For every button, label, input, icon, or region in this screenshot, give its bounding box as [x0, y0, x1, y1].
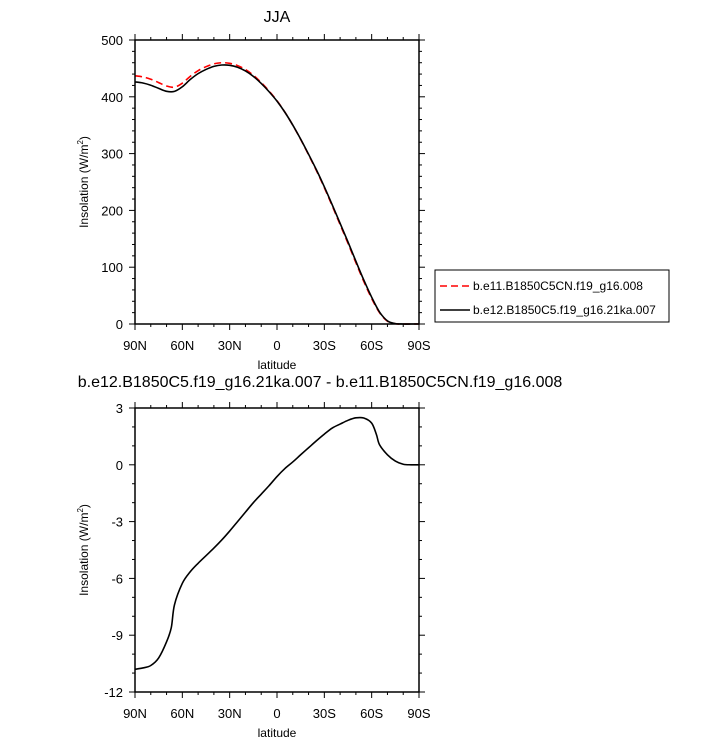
- insolation-plot: JJA 90N 60N 30N 0 30S 60S 90S latitude 0 100 200 300…: [76, 9, 431, 372]
- x-axis-label: latitude: [258, 358, 297, 372]
- y-tick-label: 300: [101, 147, 123, 162]
- y-tick-label: -6: [111, 571, 123, 586]
- y-axis-label-superscript: 2: [76, 508, 85, 513]
- x-tick-label: 60S: [360, 338, 383, 353]
- y-axis-label: Insolation (W/m2): [76, 504, 91, 596]
- plot-frame: [134, 39, 420, 325]
- x-axis-label: latitude: [258, 726, 297, 740]
- plot-frame: [134, 407, 420, 693]
- chart-title: b.e12.B1850C5.f19_g16.21ka.007 - b.e11.B…: [78, 374, 563, 391]
- y-tick-label: 0: [116, 317, 123, 332]
- y-tick-label: 0: [116, 458, 123, 473]
- x-tick-label: 30N: [218, 338, 242, 353]
- y-axis-label-end: ): [77, 136, 91, 140]
- x-tick-label: 30S: [313, 338, 336, 353]
- legend-label-1: b.e12.B1850C5.f19_g16.21ka.007: [473, 303, 656, 317]
- x-tick-label: 90S: [407, 706, 430, 721]
- y-tick-label: 100: [101, 260, 123, 275]
- y-tick-label: 500: [101, 33, 123, 48]
- y-axis-label-superscript: 2: [76, 140, 85, 145]
- y-axis-label-text: Insolation (W/m: [77, 513, 91, 596]
- x-tick-label: 60S: [360, 706, 383, 721]
- x-tick-label: 90N: [123, 706, 147, 721]
- chart-title: JJA: [264, 9, 291, 26]
- series-line-0: [134, 416, 420, 671]
- x-tick-label: 60N: [170, 338, 194, 353]
- y-axis-label-end: ): [77, 504, 91, 508]
- x-tick-label: 60N: [170, 706, 194, 721]
- y-tick-label: 200: [101, 203, 123, 218]
- y-tick-label: -3: [111, 515, 123, 530]
- x-tick-label: 30S: [313, 706, 336, 721]
- x-tick-label: 30N: [218, 706, 242, 721]
- y-tick-label: 3: [116, 401, 123, 416]
- y-axis-label-text: Insolation (W/m: [77, 145, 91, 228]
- x-tick-label: 0: [273, 706, 280, 721]
- series-line-1: [134, 64, 419, 325]
- y-tick-label: -12: [104, 685, 123, 700]
- y-tick-label: -9: [111, 628, 123, 643]
- y-tick-label: 400: [101, 90, 123, 105]
- x-tick-label: 90N: [123, 338, 147, 353]
- legend-box: [434, 269, 670, 323]
- legend-label-0: b.e11.B1850C5CN.f19_g16.008: [473, 279, 643, 293]
- difference-plot: b.e12.B1850C5.f19_g16.21ka.007 - b.e11.B…: [76, 374, 562, 740]
- y-axis-label: Insolation (W/m2): [76, 136, 91, 228]
- x-tick-label: 90S: [407, 338, 430, 353]
- x-tick-label: 0: [273, 338, 280, 353]
- legend: b.e11.B1850C5CN.f19_g16.008 b.e12.B1850C5…: [434, 269, 670, 323]
